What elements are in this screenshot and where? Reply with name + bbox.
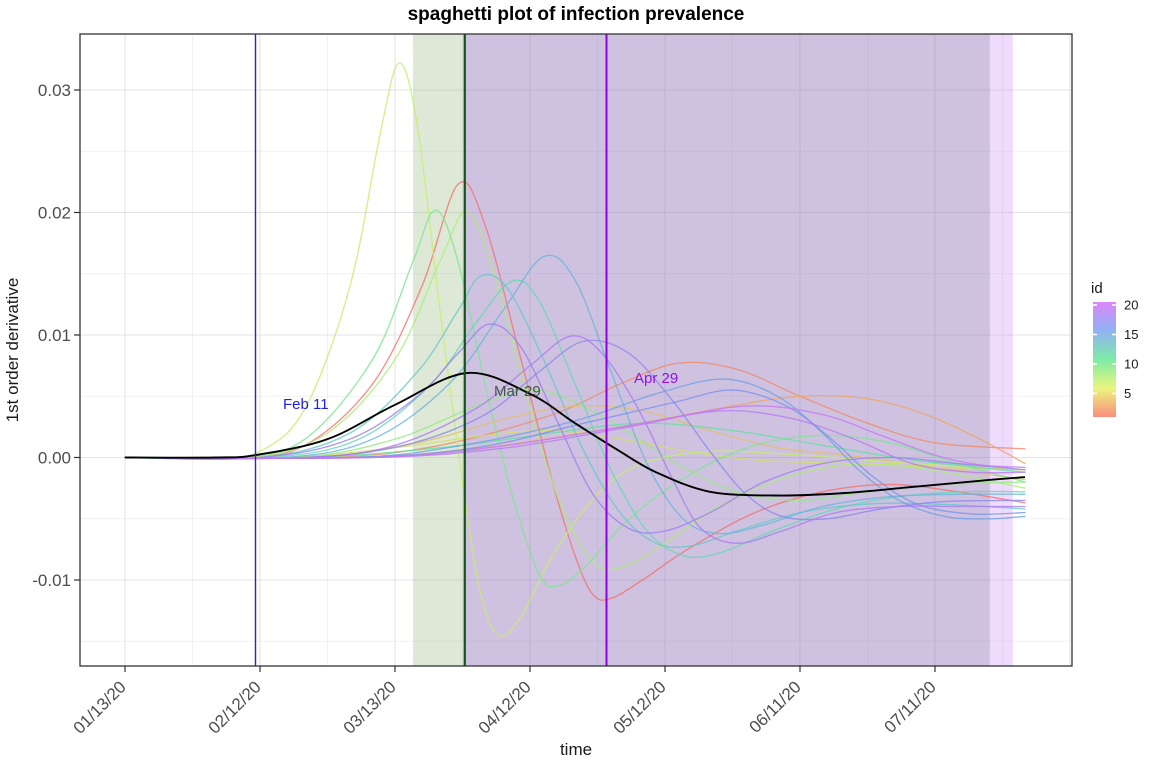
y-axis-title: 1st order derivative: [3, 278, 22, 423]
series-line-id-2: [124, 361, 1026, 460]
x-tick-label: 07/11/20: [880, 677, 939, 736]
y-tick-label: 0.00: [38, 449, 71, 468]
grid-minor: [80, 34, 1072, 666]
event-vlines: [254, 34, 608, 666]
mean-line: [124, 371, 1026, 497]
y-tick-label: 0.03: [38, 81, 71, 100]
legend-tick-label: 20: [1124, 298, 1138, 313]
series-line-id-9: [124, 209, 1026, 588]
legend-gradient-bar: [1093, 302, 1116, 417]
axis-ticks: [74, 89, 936, 672]
series-line-id-13: [124, 254, 1026, 535]
series-line-id-1: [124, 181, 1026, 601]
series-lines: [124, 62, 1026, 637]
series-line-id-16: [124, 339, 1026, 521]
legend-ticks: [1093, 304, 1116, 395]
vline-label-mar-29: Mar 29: [494, 383, 541, 400]
green-band: [413, 34, 465, 666]
vline-label-feb-11: Feb 11: [283, 396, 329, 413]
series-line-id-20: [124, 405, 1026, 468]
series-line-id-18: [124, 335, 1026, 544]
legend-tick-label: 5: [1124, 386, 1131, 401]
legend-tick-label: 15: [1124, 327, 1138, 342]
highlight-bands: [413, 34, 1013, 666]
color-legend: id 20 15 10 5: [1091, 280, 1138, 417]
chart-title: spaghetti plot of infection prevalence: [408, 4, 745, 25]
x-tick-label: 06/11/20: [745, 677, 804, 736]
purple-band: [464, 34, 990, 666]
x-tick-label: 02/12/20: [205, 677, 265, 737]
x-tick-label: 04/12/20: [475, 677, 535, 737]
vline-annotations: Feb 11 Mar 29 Apr 29: [283, 370, 678, 413]
legend-tick-label: 10: [1124, 356, 1138, 371]
y-tick-label: 0.01: [38, 326, 71, 345]
x-tick-label: 03/13/20: [340, 677, 400, 737]
y-tick-label: 0.02: [38, 204, 71, 223]
series-line-id-7: [124, 210, 1026, 571]
light-purple-band: [989, 34, 1013, 666]
panel-border: [79, 33, 1073, 667]
series-line-id-14: [124, 378, 1026, 520]
legend-title: id: [1091, 280, 1103, 297]
series-line-id-17: [124, 323, 1026, 534]
vline-label-apr-29: Apr 29: [634, 370, 678, 387]
x-axis-title: time: [560, 740, 592, 759]
y-tick-label: -0.01: [32, 571, 71, 590]
x-tick-label: 05/12/20: [610, 677, 670, 737]
legend-labels: 20 15 10 5: [1124, 298, 1138, 401]
plot-panel: [80, 34, 1072, 666]
x-tick-label: 01/13/20: [70, 677, 130, 737]
